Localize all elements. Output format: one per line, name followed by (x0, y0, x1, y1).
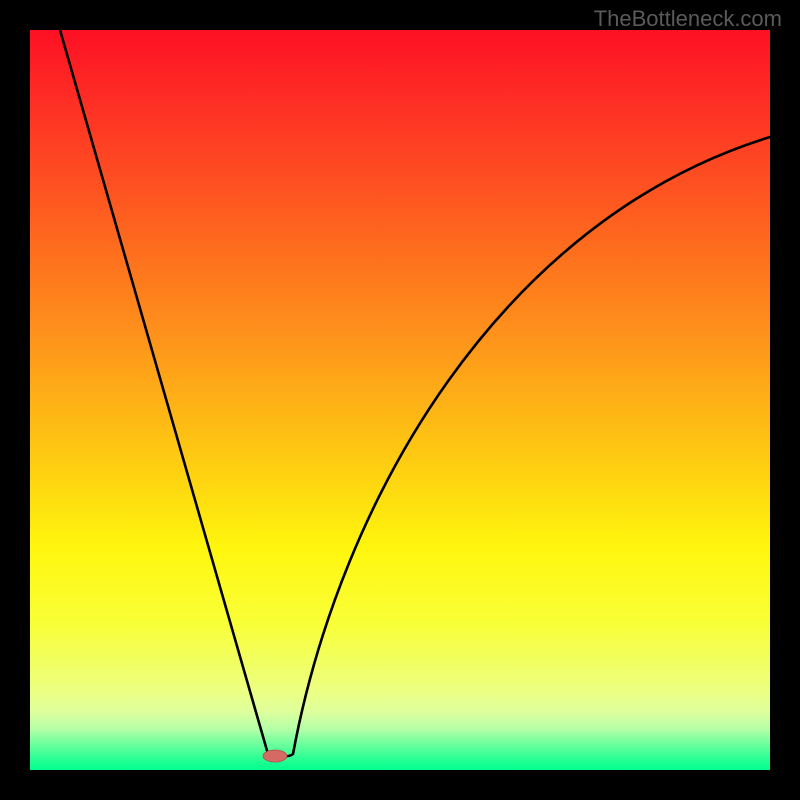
optimal-point-marker (263, 750, 287, 762)
gradient-background (30, 30, 770, 770)
chart-svg (30, 30, 770, 770)
chart-plot (30, 30, 770, 770)
watermark-text: TheBottleneck.com (594, 6, 782, 32)
